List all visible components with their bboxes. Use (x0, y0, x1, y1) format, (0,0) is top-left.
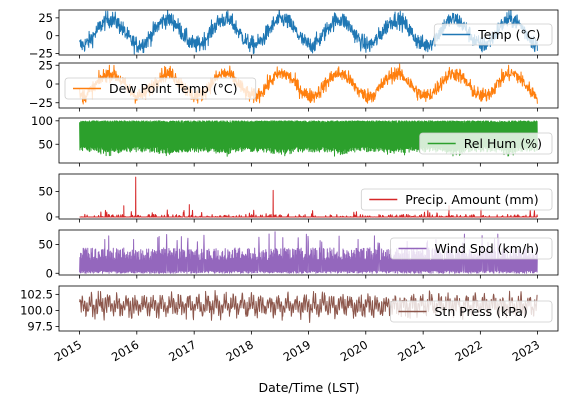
x-tick-label: 2023 (510, 337, 542, 364)
y-tick-label: 0 (46, 266, 53, 280)
legend: Dew Point Temp (°C) (65, 78, 256, 99)
legend: Stn Press (kPa) (391, 301, 553, 322)
x-tick-label: 2017 (166, 337, 198, 364)
x-tick-label: 2018 (224, 337, 256, 364)
x-tick-label: 2022 (452, 337, 484, 364)
x-axis-label: Date/Time (LST) (259, 380, 360, 395)
legend: Temp (°C) (434, 24, 552, 45)
y-tick-label: 50 (38, 184, 53, 198)
subplot-6: 97.5 100.0 102.5 Stn Press (kPa) (20, 286, 558, 335)
legend: Precip. Amount (mm) (361, 189, 552, 210)
legend-label: Wind Spd (km/h) (435, 241, 539, 256)
y-tick-label: 0 (46, 29, 53, 43)
legend-label: Temp (°C) (477, 27, 540, 42)
legend-label: Stn Press (kPa) (435, 304, 528, 319)
x-tick-label: 2015 (52, 337, 84, 364)
legend-label: Dew Point Temp (°C) (109, 81, 238, 96)
subplot-3: 50 100 Rel Hum (%) (31, 114, 558, 167)
y-tick-label: 100.0 (20, 303, 53, 317)
x-tick-label: 2021 (395, 337, 427, 364)
y-tick-label: 25 (38, 11, 53, 25)
y-tick-label: −25 (29, 96, 53, 110)
legend-label: Precip. Amount (mm) (405, 192, 538, 207)
x-tick-label: 2019 (281, 337, 313, 364)
y-tick-label: 25 (38, 58, 53, 72)
shared-x-axis: 2015 2016 2017 2018 2019 2020 2021 2022 2023 (52, 337, 542, 364)
y-tick-label: 100 (31, 114, 53, 128)
subplot-5: 0 50 Wind Spd (km/h) (38, 230, 558, 280)
y-tick-label: 97.5 (27, 320, 53, 334)
y-tick-label: 50 (38, 237, 53, 251)
y-tick-label: 102.5 (20, 287, 53, 301)
x-tick-label: 2016 (109, 337, 141, 364)
subplot-4: 0 50 Precip. Amount (mm) (38, 174, 558, 224)
legend: Wind Spd (km/h) (391, 238, 553, 259)
legend: Rel Hum (%) (420, 133, 552, 154)
y-tick-label: 50 (38, 137, 53, 151)
y-tick-label: 0 (46, 77, 53, 91)
subplots: −25 0 25 Temp (°C) −25 0 25 Dew Point Temp (°C)… (20, 8, 558, 334)
legend-label: Rel Hum (%) (464, 136, 542, 151)
x-tick-label: 2020 (338, 337, 370, 364)
y-tick-label: 0 (46, 210, 53, 224)
subplot-2: −25 0 25 Dew Point Temp (°C) (29, 58, 558, 111)
